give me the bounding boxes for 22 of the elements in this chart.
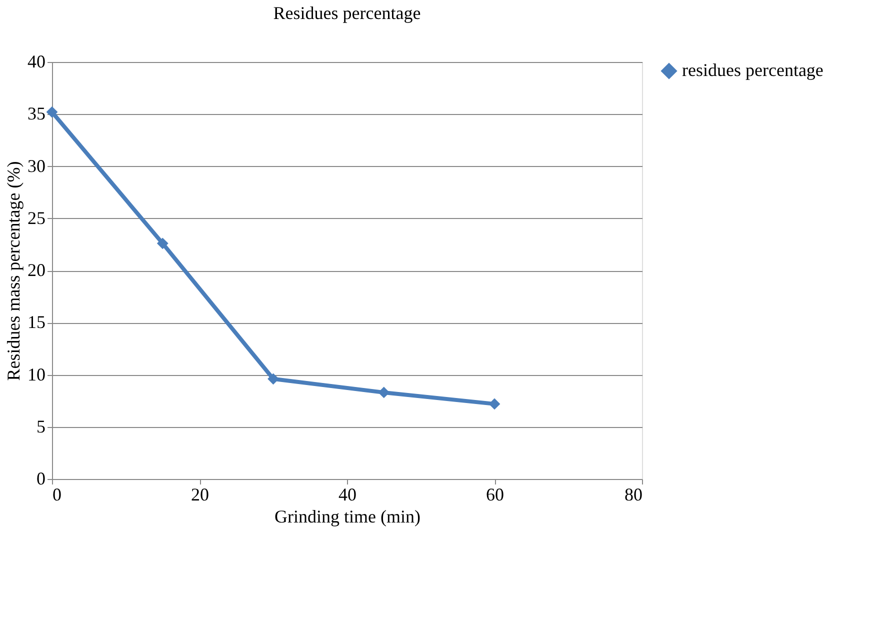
y-tick-label: 0 <box>36 468 46 488</box>
point <box>46 106 58 118</box>
x-tick-label: 80 <box>624 484 642 504</box>
x-tick-label: 40 <box>338 484 356 504</box>
y-tick-label: 25 <box>28 208 46 228</box>
y-tick-label: 15 <box>28 312 46 332</box>
y-tick-label: 30 <box>28 156 46 176</box>
x-axis-title: Grinding time (min) <box>274 506 420 526</box>
y-tick-label: 40 <box>28 52 46 72</box>
y-tick-label: 10 <box>28 364 46 384</box>
y-axis-title: Residues mass percentage (%) <box>4 161 24 381</box>
legend-label: residues percentage <box>682 60 824 80</box>
x-tick-label: 20 <box>191 484 209 504</box>
point <box>488 398 500 410</box>
point <box>156 238 168 250</box>
x-tick-label: 0 <box>52 484 62 504</box>
y-tick-label: 35 <box>28 104 46 124</box>
y-tick-label: 5 <box>36 416 46 436</box>
x-tick-label: 60 <box>486 484 504 504</box>
point <box>268 373 279 385</box>
chart-title: Residues percentage <box>273 3 421 23</box>
y-tick-label: 20 <box>28 260 46 280</box>
